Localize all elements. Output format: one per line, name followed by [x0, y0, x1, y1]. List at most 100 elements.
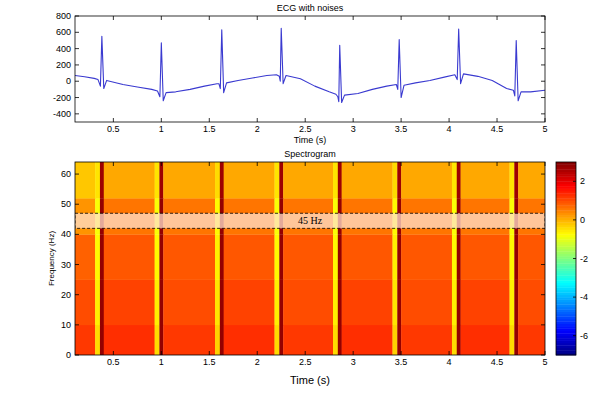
colorbar-swatch — [556, 208, 576, 211]
figure: ECG with noises0.511.522.533.544.55-400-… — [0, 0, 603, 402]
x-tick-label: 3 — [351, 357, 356, 367]
x-tick-label: 1 — [159, 357, 164, 367]
x-tick — [209, 162, 210, 166]
colorbar-swatch — [556, 287, 576, 290]
colorbar-swatch — [556, 297, 576, 300]
y-tick — [75, 113, 79, 114]
plot-frame — [75, 16, 545, 122]
x-tick-label: 2.5 — [299, 357, 312, 367]
y-tick-label: 40 — [61, 229, 71, 239]
heat-cell — [518, 325, 545, 355]
heat-cell — [215, 280, 220, 326]
x-tick — [545, 162, 546, 166]
x-tick — [401, 118, 402, 122]
heat-cell — [75, 234, 95, 280]
colorbar-swatch — [556, 319, 576, 322]
heat-cell — [333, 234, 338, 280]
heat-cell — [461, 280, 510, 326]
x-tick — [257, 16, 258, 20]
heat-cell — [95, 325, 100, 355]
y-tick-label: 400 — [56, 44, 71, 54]
heat-cell — [401, 280, 452, 326]
heat-cell — [401, 162, 452, 198]
x-tick-label: 2 — [255, 357, 260, 367]
heat-cell — [75, 162, 95, 198]
y-axis-title: Frequency (Hz) — [47, 231, 56, 286]
x-tick-label: 1.5 — [203, 124, 216, 134]
x-tick — [305, 118, 306, 122]
x-tick — [113, 162, 114, 166]
heat-cell — [75, 325, 95, 355]
heat-cell — [275, 325, 280, 355]
colorbar-tick-label: -6 — [580, 331, 588, 341]
heat-cell — [159, 325, 163, 355]
x-tick — [353, 118, 354, 122]
ecg-line — [75, 28, 545, 102]
colorbar-swatch — [556, 261, 576, 264]
plot-area — [75, 28, 545, 102]
y-tick-label: -200 — [53, 93, 71, 103]
heat-cell — [104, 234, 155, 280]
heat-cell — [283, 325, 333, 355]
heat-cell — [155, 280, 160, 326]
y-tick — [75, 32, 79, 33]
heat-cell — [224, 162, 275, 198]
colorbar-tick-label: -4 — [580, 292, 588, 302]
x-tick — [257, 162, 258, 166]
colorbar-swatch — [556, 186, 576, 189]
heat-cell — [518, 162, 545, 198]
colorbar-frame — [556, 162, 576, 355]
heat-cell — [104, 325, 155, 355]
colorbar-swatch — [556, 176, 576, 179]
x-tick-label: 4.5 — [491, 124, 504, 134]
y-tick — [75, 64, 79, 65]
y-tick — [541, 81, 545, 82]
y-tick-label: 0 — [66, 350, 71, 360]
colorbar-swatch — [556, 283, 576, 286]
colorbar-swatch — [556, 205, 576, 208]
heat-cell — [220, 162, 224, 198]
heat-cell — [100, 234, 104, 280]
y-tick-label: 60 — [61, 169, 71, 179]
heat-cell — [159, 162, 163, 198]
heat-cell — [275, 162, 280, 198]
x-tick — [161, 351, 162, 355]
heat-cell — [159, 280, 163, 326]
y-tick — [75, 97, 79, 98]
colorbar-swatch — [556, 162, 576, 165]
heat-cell — [279, 162, 283, 198]
colorbar-swatch — [556, 290, 576, 293]
x-tick — [161, 162, 162, 166]
colorbar-swatch — [556, 193, 576, 196]
heat-cell — [510, 280, 515, 326]
colorbar-swatch — [556, 307, 576, 310]
y-tick — [541, 174, 545, 175]
colorbar-swatch — [556, 304, 576, 307]
heat-cell — [338, 325, 342, 355]
heat-cell — [452, 280, 457, 326]
heat-cell — [215, 234, 220, 280]
colorbar-swatch — [556, 309, 576, 312]
colorbar-swatch — [556, 230, 576, 233]
heat-cell — [397, 325, 401, 355]
heat-cell — [224, 280, 275, 326]
x-tick-label: 2 — [255, 124, 260, 134]
y-tick — [541, 324, 545, 325]
colorbar-tick-label: 0 — [580, 215, 585, 225]
heat-cell — [392, 162, 397, 198]
y-tick — [541, 113, 545, 114]
heat-cell — [155, 325, 160, 355]
heat-cell — [100, 280, 104, 326]
colorbar-swatch — [556, 331, 576, 334]
heat-cell — [392, 325, 397, 355]
heat-cell — [155, 234, 160, 280]
y-tick-label: -400 — [53, 109, 71, 119]
x-tick — [545, 16, 546, 20]
heat-cell — [342, 325, 393, 355]
x-tick — [449, 118, 450, 122]
colorbar-swatch — [556, 324, 576, 327]
colorbar-swatch — [556, 348, 576, 351]
heat-cell — [220, 234, 224, 280]
y-tick-label: 50 — [61, 199, 71, 209]
colorbar-swatch — [556, 254, 576, 257]
